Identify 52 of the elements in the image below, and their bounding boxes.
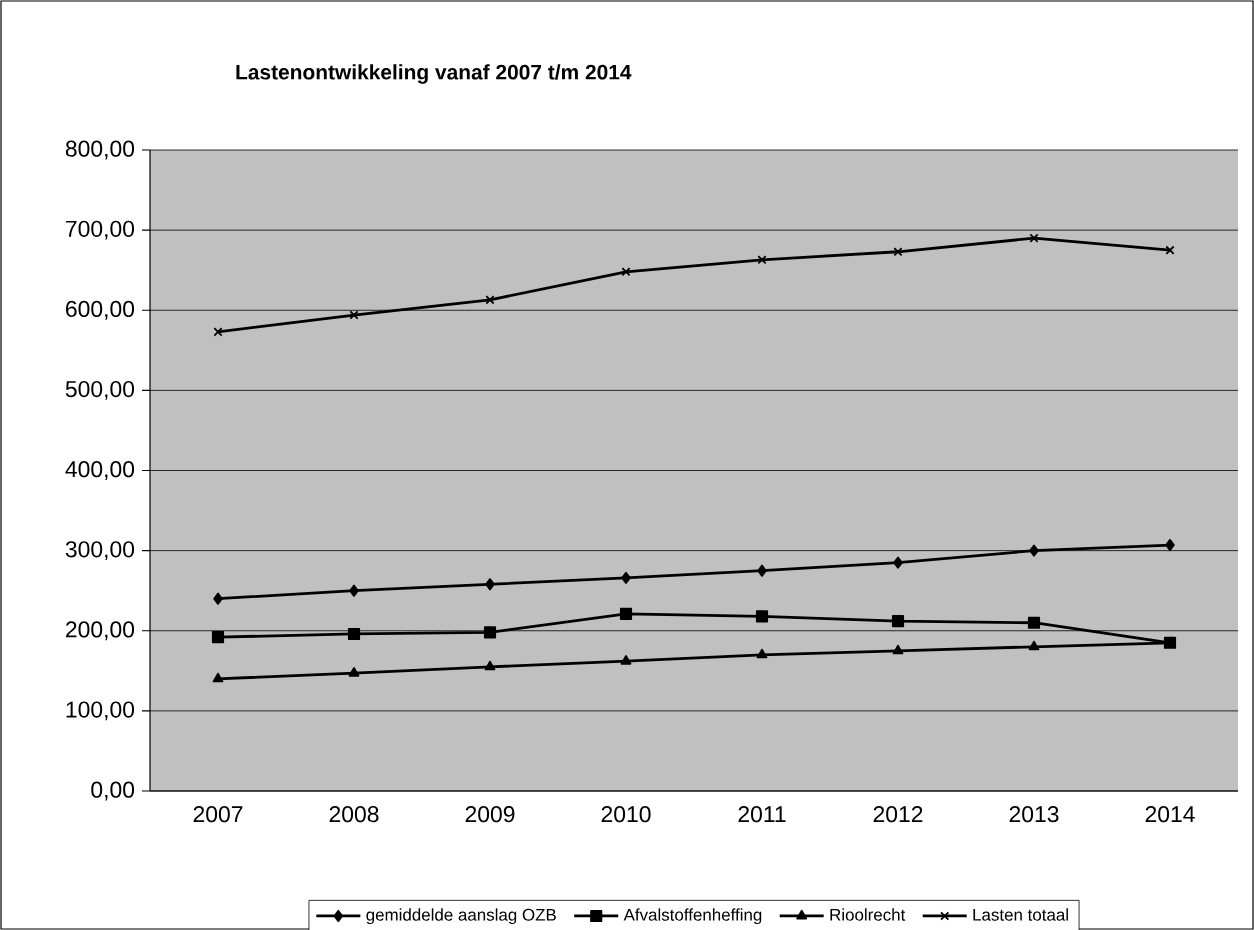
y-tick-label: 100,00	[66, 701, 135, 721]
point	[1165, 245, 1175, 255]
point	[1165, 538, 1175, 552]
point	[484, 660, 496, 671]
point	[756, 648, 768, 659]
y-tick-label: 600,00	[66, 300, 135, 320]
x-tick-label: 2013	[1009, 806, 1059, 823]
x-tick-label: 2009	[465, 806, 515, 823]
point	[485, 295, 495, 305]
x-tick-label: 2010	[601, 806, 651, 823]
point	[1029, 233, 1039, 243]
point	[620, 655, 632, 665]
point	[893, 556, 903, 569]
point	[483, 626, 497, 639]
point	[349, 584, 359, 597]
point	[1027, 616, 1041, 629]
point	[347, 627, 361, 641]
chart-title: Lastenontwikkeling vanaf 2007 t/m 2014	[236, 64, 632, 84]
point	[755, 610, 769, 623]
point	[891, 615, 905, 628]
y-tick-label: 700,00	[66, 220, 135, 240]
point	[757, 255, 767, 265]
point	[621, 267, 631, 277]
y-tick-label: 800,00	[65, 140, 135, 160]
point	[485, 578, 495, 591]
y-tick-label: 200,00	[66, 621, 135, 641]
y-tick-label: 300,00	[65, 541, 135, 561]
point	[892, 644, 904, 655]
point	[213, 592, 223, 605]
x-tick-label: 2011	[738, 806, 786, 823]
legend-label: Rioolrecht	[830, 908, 906, 921]
point	[348, 667, 360, 677]
point	[213, 327, 223, 337]
point	[212, 672, 224, 683]
point	[211, 631, 225, 644]
x-tick-label: 2012	[873, 806, 923, 823]
x-tick-label: 2007	[193, 806, 243, 823]
point	[619, 607, 633, 621]
legend-label: gemiddelde aanslag OZB	[366, 908, 556, 925]
legend-label: Lasten totaal	[973, 908, 1068, 921]
x-tick-label: 2014	[1145, 806, 1195, 823]
point	[621, 571, 631, 584]
y-tick-label: 500,00	[65, 380, 135, 400]
x-tick-label: 2008	[329, 806, 379, 823]
y-tick-label: 0,00	[91, 781, 135, 801]
point	[757, 564, 767, 577]
legend-label: Afvalstoffenheffing	[623, 908, 762, 925]
point	[349, 310, 359, 320]
point	[1029, 544, 1039, 557]
point	[893, 247, 903, 257]
y-tick-label: 400,00	[65, 461, 135, 480]
point	[1028, 640, 1040, 651]
